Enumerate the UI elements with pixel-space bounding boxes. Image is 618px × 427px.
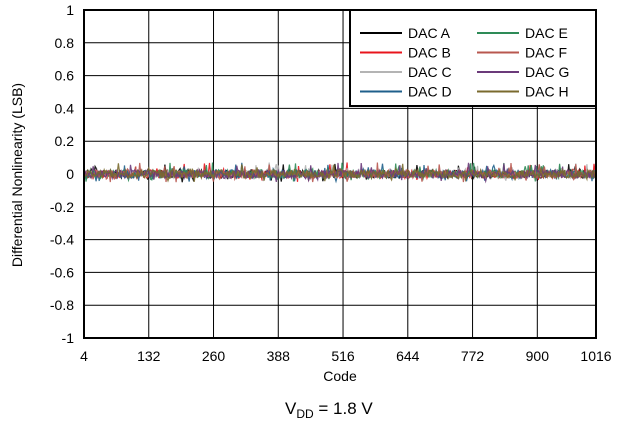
y-tick-label: 1 — [66, 2, 74, 18]
legend-label: DAC D — [408, 84, 452, 100]
caption-subscript: DD — [296, 407, 314, 421]
y-tick-label: 0 — [66, 166, 74, 182]
y-tick-label: -0.8 — [50, 297, 74, 313]
legend-label: DAC C — [408, 64, 452, 80]
legend-label: DAC E — [525, 25, 568, 41]
x-axis-label: Code — [323, 368, 357, 384]
legend: DAC A DAC B DAC C DAC D DAC E DAC F DAC G DAC H — [349, 9, 597, 107]
y-tick-label: -0.6 — [50, 264, 74, 280]
plot-frame — [83, 9, 597, 339]
y-axis-label: Differential Nonlinearity (LSB) — [9, 83, 25, 267]
y-tick-label: -0.4 — [50, 232, 74, 248]
chart-caption: VDD = 1.8 V — [285, 399, 373, 421]
legend-label: DAC B — [408, 45, 451, 61]
x-tick-label: 772 — [461, 348, 485, 364]
legend-label: DAC G — [525, 64, 569, 80]
y-tick-label: 0.4 — [55, 100, 75, 116]
caption-tail: = 1.8 V — [314, 399, 374, 418]
caption-main: V — [285, 399, 297, 418]
legend-box — [349, 9, 597, 107]
y-tick-label: -1 — [62, 330, 75, 346]
series-line — [83, 163, 597, 183]
x-tick-label: 900 — [526, 348, 550, 364]
x-tick-label: 132 — [137, 348, 161, 364]
y-tick-label: 0.6 — [55, 68, 75, 84]
x-tick-label: 260 — [202, 348, 226, 364]
legend-label: DAC F — [525, 45, 567, 61]
tick-layer: 4 132 260 388 516 644 772 900 1016 -1 -0.8 -0.6 -0.4… — [50, 2, 612, 364]
y-tick-label: 0.2 — [55, 133, 75, 149]
x-tick-label: 4 — [80, 348, 88, 364]
legend-label: DAC A — [408, 25, 451, 41]
y-tick-label: 0.8 — [55, 35, 75, 51]
series-layer — [83, 162, 597, 184]
x-tick-label: 1016 — [580, 348, 611, 364]
y-tick-label: -0.2 — [50, 199, 74, 215]
x-tick-label: 516 — [331, 348, 355, 364]
x-tick-label: 388 — [267, 348, 291, 364]
legend-label: DAC H — [525, 84, 569, 100]
x-tick-label: 644 — [396, 348, 420, 364]
series-line — [83, 162, 597, 184]
